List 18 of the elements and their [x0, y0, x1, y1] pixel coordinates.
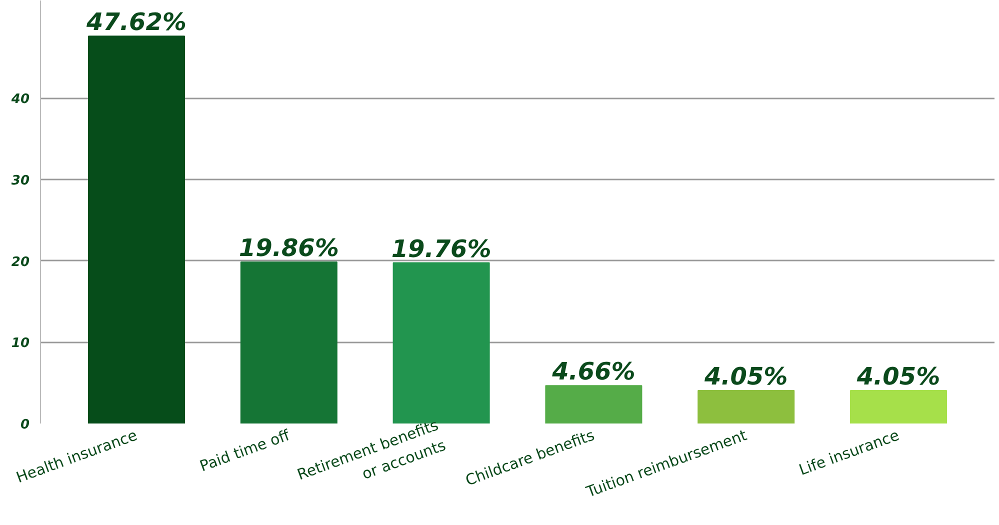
data-label: 19.76%	[391, 234, 492, 263]
bar	[240, 261, 338, 424]
data-label: 47.62%	[86, 8, 186, 36]
data-label: 4.05%	[703, 362, 788, 391]
y-tick-label: 40	[10, 92, 30, 108]
bar	[88, 36, 186, 424]
y-tick-label: 0	[20, 418, 30, 432]
bar	[698, 390, 795, 424]
data-label: 4.05%	[856, 362, 940, 391]
bar	[545, 385, 642, 424]
bar	[850, 390, 947, 424]
bar	[392, 262, 490, 424]
data-label: 19.86%	[238, 234, 339, 262]
y-tick-label: 30	[11, 173, 30, 188]
data-label: 4.66%	[551, 358, 636, 386]
y-tick-label: 20	[11, 254, 30, 270]
x-tick-label: Paid time off	[197, 426, 293, 476]
y-tick-label: 10	[11, 336, 30, 352]
